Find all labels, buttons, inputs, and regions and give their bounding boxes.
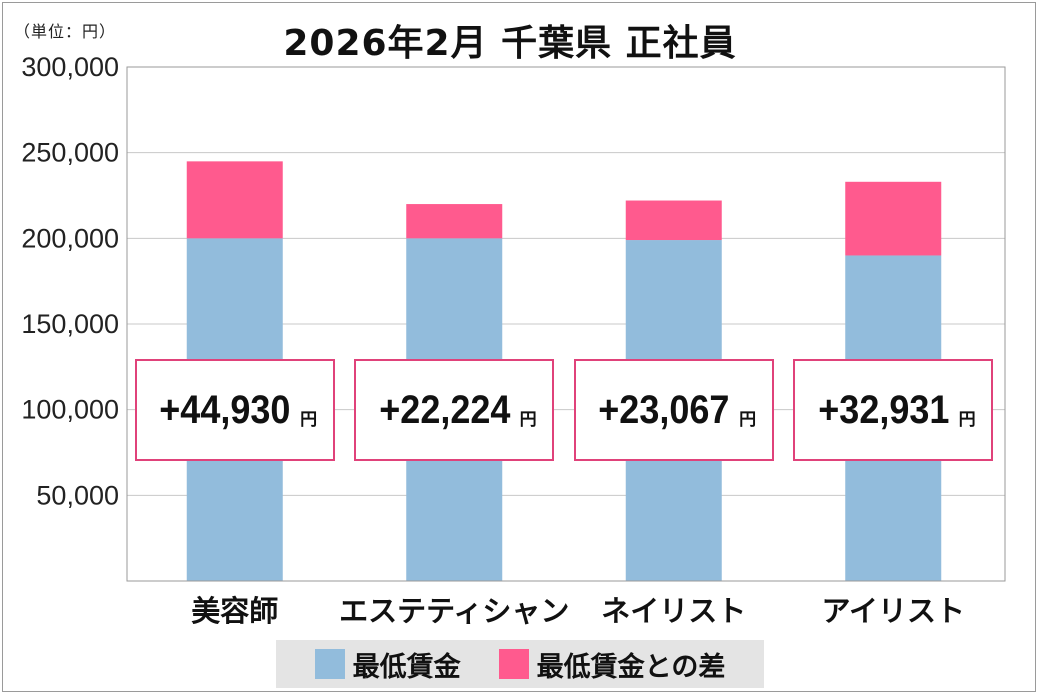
bar-difference bbox=[625, 200, 722, 241]
y-tick-label: 150,000 bbox=[21, 309, 119, 339]
difference-unit: 円 bbox=[519, 409, 537, 430]
difference-value: +44,930 bbox=[159, 387, 291, 432]
category-label: 美容師 bbox=[191, 594, 278, 628]
legend-label-minimum-wage: 最低賃金 bbox=[352, 651, 461, 683]
y-tick-label: 100,000 bbox=[21, 395, 119, 425]
difference-label-box: +22,224 円 bbox=[354, 359, 555, 461]
legend-swatch-minimum-wage bbox=[314, 649, 345, 679]
plot-area-border bbox=[126, 66, 1006, 582]
difference-unit: 円 bbox=[300, 409, 318, 430]
y-tick-label: 50,000 bbox=[36, 480, 119, 510]
difference-unit: 円 bbox=[739, 409, 757, 430]
bar-difference bbox=[406, 204, 503, 239]
difference-unit: 円 bbox=[958, 409, 976, 430]
category-labels: 美容師 エステティシャン ネイリスト アイリスト bbox=[191, 594, 965, 628]
difference-value: +23,067 bbox=[598, 387, 730, 432]
difference-value: +22,224 bbox=[379, 387, 511, 432]
y-tick-label: 200,000 bbox=[21, 223, 119, 253]
difference-label-box: +32,931 円 bbox=[793, 359, 994, 461]
category-label: アイリスト bbox=[821, 594, 965, 628]
bar-difference bbox=[845, 181, 942, 256]
legend: 最低賃金 最低賃金との差 bbox=[276, 640, 764, 688]
y-tick-label: 300,000 bbox=[21, 52, 119, 82]
unit-label: （単位：円） bbox=[14, 22, 117, 41]
y-tick-label: 250,000 bbox=[21, 138, 119, 168]
legend-label-difference: 最低賃金との差 bbox=[536, 651, 726, 683]
category-label: エステティシャン bbox=[339, 594, 569, 628]
legend-swatch-difference bbox=[498, 649, 529, 679]
chart-title: 2026年2月 千葉県 正社員 bbox=[283, 23, 737, 64]
legend-item-difference: 最低賃金との差 bbox=[498, 645, 726, 684]
category-label: ネイリスト bbox=[601, 594, 746, 628]
difference-value: +32,931 bbox=[818, 387, 950, 432]
y-axis-ticks: 50,000 100,000 150,000 200,000 250,000 300,00… bbox=[21, 52, 119, 510]
difference-label-box: +44,930 円 bbox=[134, 359, 335, 461]
legend-item-minimum-wage: 最低賃金 bbox=[314, 645, 461, 684]
difference-label-box: +23,067 円 bbox=[573, 359, 774, 461]
bar-difference bbox=[186, 161, 283, 239]
